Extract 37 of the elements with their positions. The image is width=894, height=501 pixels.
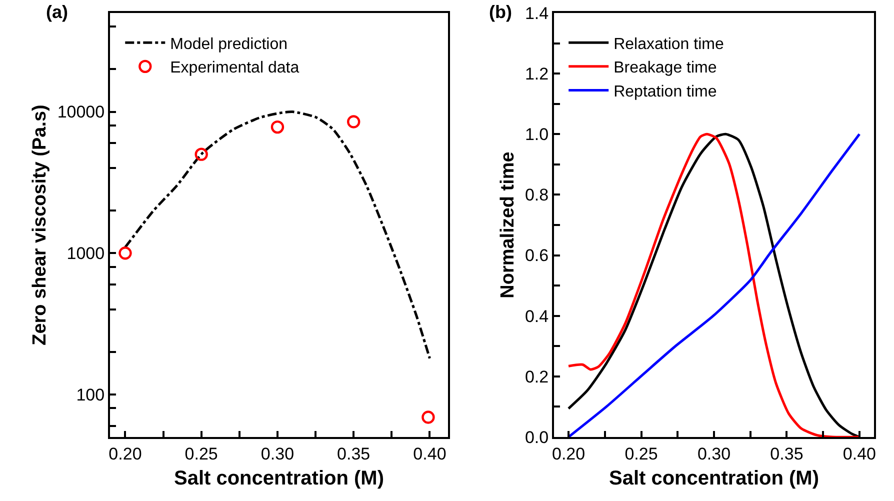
legend-label: Relaxation time bbox=[614, 36, 724, 53]
x-tick-label: 0.40 bbox=[842, 444, 876, 464]
y-tick-label: 1.4 bbox=[524, 4, 549, 23]
legend-label: Experimental data bbox=[170, 60, 300, 77]
legend-label: Reptation time bbox=[614, 83, 717, 100]
x-tick-label: 0.20 bbox=[552, 444, 586, 464]
y-tick-label: 1.2 bbox=[524, 64, 549, 84]
x-tick-label: 0.25 bbox=[624, 444, 658, 464]
y-tick-label: 0.0 bbox=[524, 428, 549, 447]
y-tick-label: 1.0 bbox=[524, 125, 549, 144]
x-tick-label: 0.20 bbox=[108, 444, 142, 464]
legend-label: Model prediction bbox=[170, 36, 288, 53]
chart-title: (b) bbox=[489, 2, 512, 22]
point bbox=[270, 120, 284, 134]
y-tick-label: 0.4 bbox=[524, 306, 549, 326]
x-axis-title: Salt concentration (M) bbox=[608, 467, 820, 490]
y-tick-label: 100 bbox=[76, 385, 105, 404]
point bbox=[347, 115, 360, 128]
y-tick-label: 1000 bbox=[66, 244, 105, 264]
x-tick-label: 0.40 bbox=[413, 444, 446, 464]
x-tick-label: 0.35 bbox=[337, 444, 370, 464]
x-axis-title: Salt concentration (M) bbox=[174, 467, 384, 490]
point bbox=[422, 410, 435, 424]
legend-label: Breakage time bbox=[614, 60, 717, 77]
y-tick-label: 0.8 bbox=[524, 186, 549, 205]
y-axis-title: Zero shear viscosity (Pa.s) bbox=[30, 104, 51, 346]
x-tick-label: 0.30 bbox=[260, 444, 294, 464]
y-tick-label: 0.2 bbox=[524, 367, 549, 386]
point bbox=[194, 148, 208, 161]
x-tick-label: 0.25 bbox=[184, 444, 218, 464]
y-tick-label: 10000 bbox=[57, 102, 105, 122]
y-axis-title: Normalized time bbox=[497, 152, 518, 298]
x-tick-label: 0.30 bbox=[697, 444, 731, 464]
chart-title: (a) bbox=[46, 2, 68, 22]
x-tick-label: 0.35 bbox=[770, 444, 804, 464]
y-tick-label: 0.6 bbox=[524, 246, 549, 266]
point bbox=[118, 246, 132, 260]
